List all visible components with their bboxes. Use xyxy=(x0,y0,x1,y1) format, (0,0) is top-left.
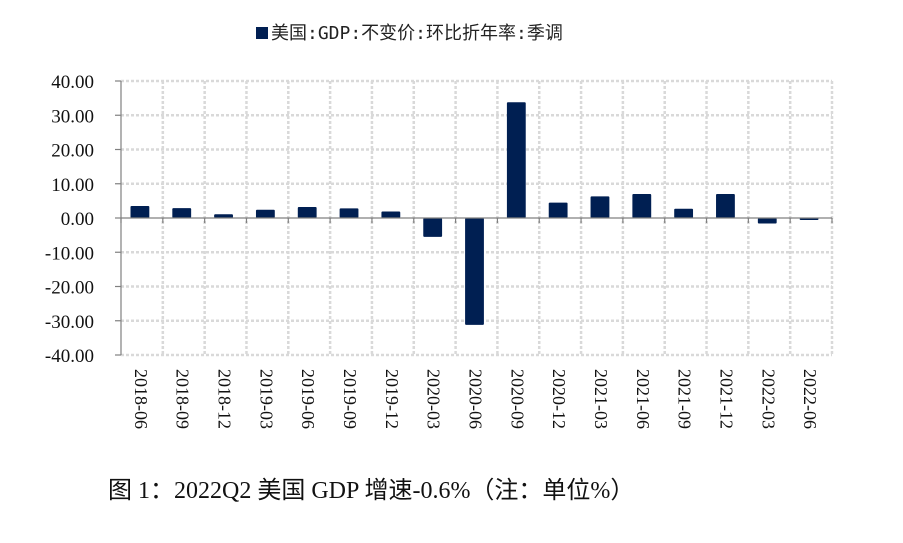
legend-swatch xyxy=(256,27,268,39)
legend: 美国:GDP:不变价:环比折年率:季调 xyxy=(256,23,563,44)
y-tick-labels: 40.00 30.00 20.00 10.00 0.00 -10.00 -20.00 -30.… xyxy=(45,72,94,367)
x-tick-label: 2019-03 xyxy=(256,369,276,429)
y-tick-label: -30.00 xyxy=(45,312,94,333)
bar-2018-09 xyxy=(172,208,192,218)
y-tick-label: 40.00 xyxy=(51,72,94,93)
x-tick-label: 2021-12 xyxy=(716,369,736,429)
bar-2021-12 xyxy=(716,194,735,218)
x-tick-label: 2018-06 xyxy=(131,369,151,429)
bar-2018-12 xyxy=(214,214,233,218)
x-tick-label: 2021-06 xyxy=(633,369,653,429)
bar-2020-06 xyxy=(465,218,484,325)
bar-2021-06 xyxy=(632,194,652,218)
x-tick-label: 2019-06 xyxy=(298,369,318,429)
bar-2021-03 xyxy=(590,196,610,218)
bar-2020-12 xyxy=(548,202,568,218)
x-tick-label: 2019-12 xyxy=(382,369,402,429)
x-tick-label: 2021-09 xyxy=(675,369,695,429)
bar-2018-06 xyxy=(130,206,150,218)
x-tick-label: 2020-09 xyxy=(507,369,527,429)
bar-2021-09 xyxy=(674,208,694,218)
bar-2020-03 xyxy=(423,218,443,237)
x-tick-label: 2021-03 xyxy=(591,369,611,429)
bar-2019-03 xyxy=(255,209,275,218)
y-tick-label: -20.00 xyxy=(45,278,94,299)
y-tick-label: 30.00 xyxy=(51,106,94,127)
x-tick-label: 2020-03 xyxy=(424,369,444,429)
bars xyxy=(130,102,819,325)
y-tick-label: 0.00 xyxy=(61,209,94,230)
axes xyxy=(115,80,833,356)
legend-label: 美国:GDP:不变价:环比折年率:季调 xyxy=(271,23,563,44)
bar-chart: 美国:GDP:不变价:环比折年率:季调 40.00 30.00 20.00 10.00… xyxy=(45,23,834,429)
y-tick-label: 10.00 xyxy=(51,175,94,196)
y-tick-label: -10.00 xyxy=(45,243,94,264)
bar-2019-06 xyxy=(297,207,317,218)
y-tick-label: 20.00 xyxy=(51,141,94,162)
bar-2022-03 xyxy=(757,218,777,224)
x-tick-label: 2018-12 xyxy=(215,369,235,429)
figure-caption: 图 1：2022Q2 美国 GDP 增速-0.6%（注：单位%） xyxy=(108,478,635,504)
bar-2019-09 xyxy=(339,208,359,218)
x-tick-label: 2022-06 xyxy=(800,369,820,429)
x-tick-label: 2019-09 xyxy=(340,369,360,429)
x-tick-label: 2020-06 xyxy=(466,369,486,429)
x-tick-labels: 2018-06 2018-09 2018-12 2019-03 2019-06 2019-… xyxy=(131,369,820,429)
x-tick-label: 2018-09 xyxy=(173,369,193,429)
y-tick-label: -40.00 xyxy=(45,346,94,367)
x-tick-label: 2022-03 xyxy=(758,369,778,429)
bar-2020-09 xyxy=(506,102,526,218)
bar-2019-12 xyxy=(381,211,401,218)
x-tick-label: 2020-12 xyxy=(549,369,569,429)
